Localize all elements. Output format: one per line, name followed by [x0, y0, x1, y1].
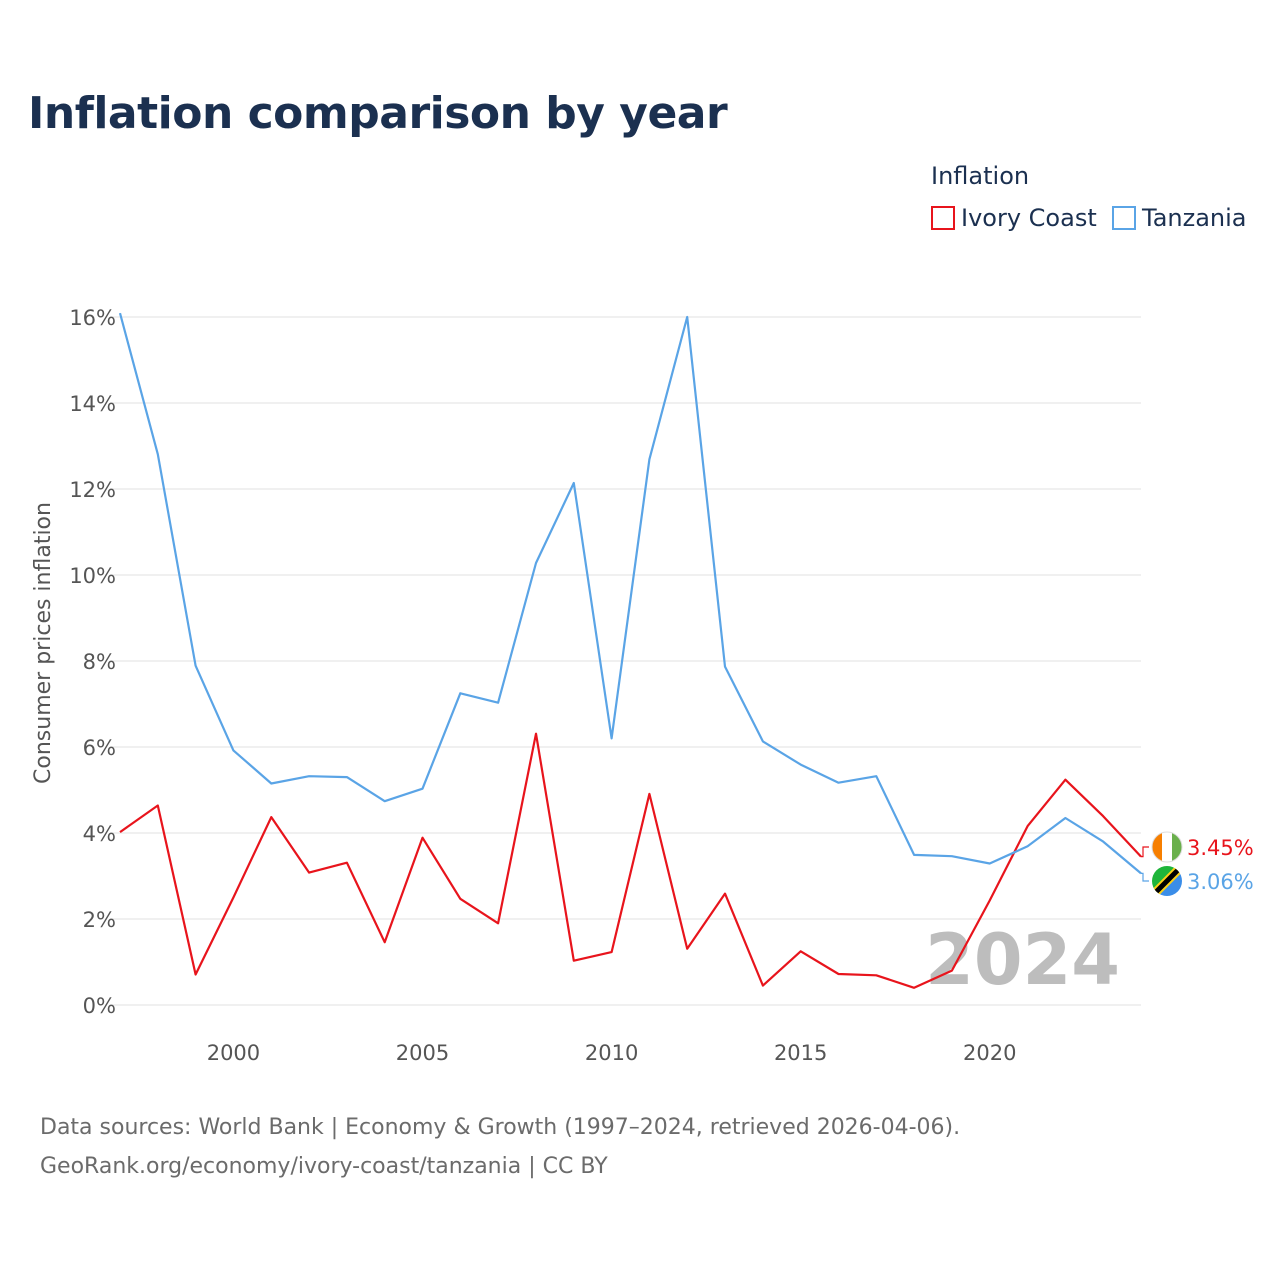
y-tick-label: 2% — [83, 908, 116, 932]
legend-item-ivory-coast[interactable]: Ivory Coast — [931, 204, 1097, 232]
end-label-connector — [1141, 872, 1149, 882]
y-tick-label: 8% — [83, 650, 116, 674]
line-chart: 0%2%4%6%8%10%12%14%16% 2000 2005 2010 2015 2… — [31, 306, 1254, 1065]
y-axis-title: Consumer prices inflation — [31, 502, 56, 784]
series-lines — [118, 312, 1142, 989]
tanzania-flag-icon — [1152, 866, 1182, 896]
y-axis-ticks: 0% 2% 4% 6% 8% 10% 12% 14% 16% — [69, 306, 116, 1018]
grid-lines — [110, 316, 1141, 1006]
series-line-tanzania[interactable] — [118, 312, 1142, 875]
y-tick-label: 6% — [83, 736, 116, 760]
series-line-ivory-coast[interactable] — [119, 732, 1142, 989]
legend-swatch-tanzania — [1112, 206, 1136, 230]
chart-title: Inflation comparison by year — [28, 88, 728, 139]
year-watermark: 2024 — [925, 919, 1120, 1001]
ivory-coast-flag-icon — [1151, 831, 1183, 863]
end-labels: 3.45% 3.06% — [1141, 836, 1254, 894]
y-tick-label: 10% — [69, 564, 116, 588]
y-tick-label: 16% — [69, 306, 116, 330]
legend-title: Inflation — [931, 162, 1030, 190]
x-tick-label: 2010 — [585, 1041, 638, 1065]
y-tick-label: 14% — [69, 392, 116, 416]
source-note: Data sources: World Bank | Economy & Gro… — [40, 1108, 960, 1186]
x-axis-ticks: 2000 2005 2010 2015 2020 — [207, 1041, 1017, 1065]
y-tick-label: 0% — [83, 994, 116, 1018]
y-tick-label: 12% — [69, 478, 116, 502]
source-line-1: Data sources: World Bank | Economy & Gro… — [40, 1115, 961, 1140]
end-label-tanzania: 3.06% — [1187, 870, 1254, 894]
y-tick-label: 4% — [83, 822, 116, 846]
x-tick-label: 2005 — [396, 1041, 449, 1065]
x-tick-label: 2000 — [207, 1041, 260, 1065]
x-tick-label: 2015 — [774, 1041, 827, 1065]
legend-swatch-ivory-coast — [931, 206, 955, 230]
source-line-2: GeoRank.org/economy/ivory-coast/tanzania… — [40, 1154, 608, 1179]
end-label-ivory-coast: 3.45% — [1187, 836, 1254, 860]
legend-label-tanzania: Tanzania — [1142, 204, 1247, 232]
x-tick-label: 2020 — [963, 1041, 1016, 1065]
legend-item-tanzania[interactable]: Tanzania — [1112, 204, 1247, 232]
legend-label-ivory-coast: Ivory Coast — [961, 204, 1097, 232]
end-label-connector — [1141, 846, 1149, 858]
